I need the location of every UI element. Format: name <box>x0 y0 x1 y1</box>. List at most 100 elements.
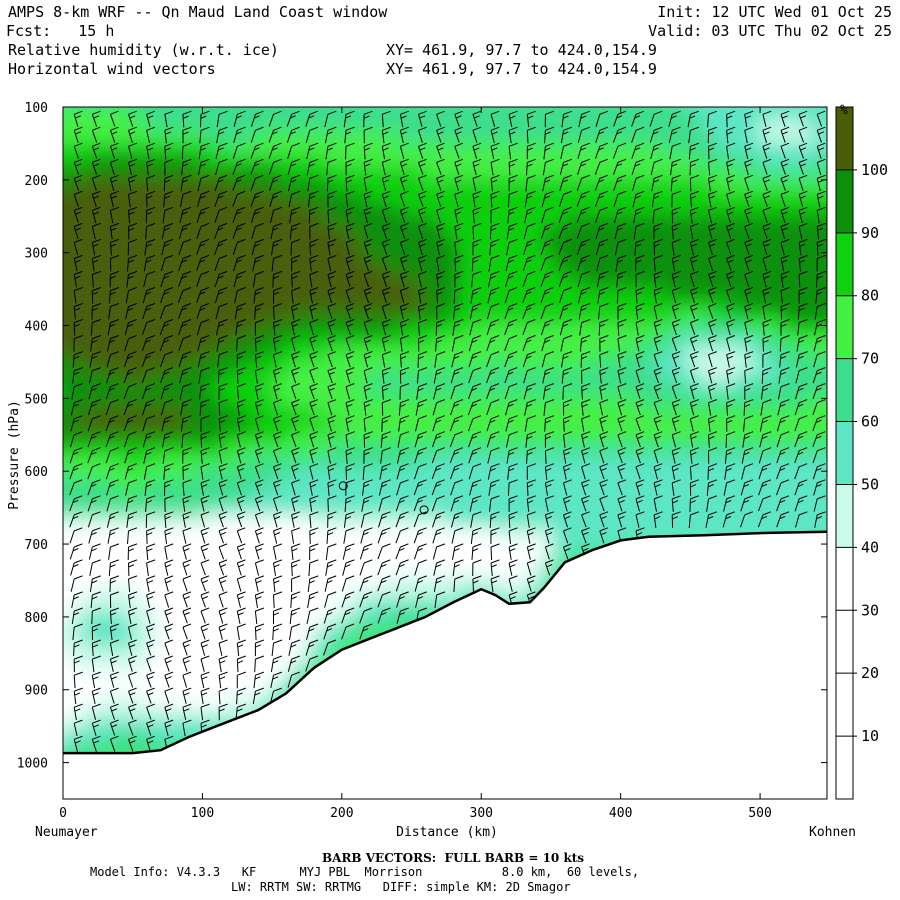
humidity-cell <box>519 167 532 180</box>
humidity-cell <box>615 467 628 480</box>
humidity-cell <box>339 275 352 288</box>
humidity-cell <box>399 359 412 372</box>
humidity-cell <box>135 455 148 468</box>
humidity-cell <box>663 227 676 240</box>
humidity-cell <box>255 83 268 96</box>
humidity-cell <box>111 515 124 528</box>
humidity-cell <box>363 551 376 564</box>
humidity-cell <box>483 347 496 360</box>
humidity-cell <box>495 155 508 168</box>
humidity-cell <box>219 227 232 240</box>
humidity-cell <box>363 263 376 276</box>
humidity-cell <box>531 275 544 288</box>
humidity-cell <box>507 311 520 324</box>
humidity-cell <box>279 347 292 360</box>
humidity-cell <box>723 107 736 108</box>
humidity-cell <box>387 143 400 156</box>
humidity-cell <box>219 107 232 108</box>
humidity-cell <box>447 455 460 468</box>
humidity-cell <box>123 227 136 240</box>
humidity-cell <box>531 203 544 216</box>
humidity-cell <box>303 467 316 480</box>
humidity-cell <box>171 707 184 720</box>
humidity-cell <box>579 83 592 96</box>
humidity-cell <box>243 215 256 228</box>
humidity-cell <box>603 119 616 132</box>
humidity-cell <box>555 407 568 420</box>
humidity-cell <box>519 179 532 192</box>
humidity-cell <box>531 419 544 432</box>
humidity-cell <box>183 635 196 648</box>
humidity-cell <box>771 143 784 156</box>
humidity-cell <box>399 419 412 432</box>
humidity-cell <box>771 383 784 396</box>
humidity-cell <box>339 443 352 456</box>
humidity-cell <box>447 155 460 168</box>
humidity-cell <box>219 251 232 264</box>
humidity-cell <box>459 371 472 384</box>
humidity-cell <box>87 803 100 816</box>
humidity-cell <box>579 275 592 288</box>
humidity-cell <box>411 467 424 480</box>
humidity-cell <box>279 515 292 528</box>
humidity-cell <box>207 143 220 156</box>
humidity-cell <box>243 803 256 816</box>
humidity-cell <box>231 395 244 408</box>
humidity-cell <box>519 311 532 324</box>
humidity-cell <box>63 563 64 576</box>
humidity-cell <box>363 455 376 468</box>
humidity-cell <box>315 503 328 516</box>
humidity-cell <box>771 803 784 816</box>
humidity-cell <box>303 491 316 504</box>
humidity-cell <box>579 371 592 384</box>
humidity-cell <box>207 479 220 492</box>
humidity-cell <box>291 599 304 612</box>
humidity-cell <box>243 107 256 120</box>
humidity-cell <box>327 167 340 180</box>
colorbar-label: 10 <box>861 727 879 745</box>
humidity-cell <box>303 251 316 264</box>
humidity-cell <box>435 359 448 372</box>
humidity-cell <box>39 563 52 576</box>
humidity-cell <box>63 683 64 696</box>
humidity-cell <box>87 563 100 576</box>
humidity-cell <box>39 287 52 300</box>
humidity-cell <box>675 227 688 240</box>
humidity-cell <box>123 191 136 204</box>
colorbar-unit: % <box>840 103 848 118</box>
humidity-cell <box>63 131 64 144</box>
humidity-cell <box>567 311 580 324</box>
humidity-cell <box>207 563 220 576</box>
humidity-cell <box>603 503 616 516</box>
humidity-cell <box>387 155 400 168</box>
humidity-cell <box>243 455 256 468</box>
humidity-cell <box>495 407 508 420</box>
humidity-cell <box>63 179 64 192</box>
humidity-cell <box>315 443 328 456</box>
humidity-cell <box>699 467 712 480</box>
humidity-cell <box>303 443 316 456</box>
humidity-cell <box>63 227 76 240</box>
humidity-cell <box>135 119 148 132</box>
humidity-cell <box>99 179 112 192</box>
humidity-cell <box>531 191 544 204</box>
humidity-cell <box>267 503 280 516</box>
humidity-cell <box>267 263 280 276</box>
humidity-cell <box>135 623 148 636</box>
humidity-cell <box>819 167 827 180</box>
humidity-cell <box>807 323 820 336</box>
humidity-cell <box>819 311 827 324</box>
humidity-cell <box>711 143 724 156</box>
humidity-cell <box>327 83 340 96</box>
humidity-cell <box>159 371 172 384</box>
humidity-cell <box>111 491 124 504</box>
humidity-cell <box>39 371 52 384</box>
humidity-cell <box>135 815 148 828</box>
humidity-cell <box>387 287 400 300</box>
humidity-cell <box>735 131 748 144</box>
wind-barb <box>558 110 573 560</box>
humidity-cell <box>699 131 712 144</box>
humidity-cell <box>63 695 64 708</box>
wind-barb-column <box>196 110 210 737</box>
